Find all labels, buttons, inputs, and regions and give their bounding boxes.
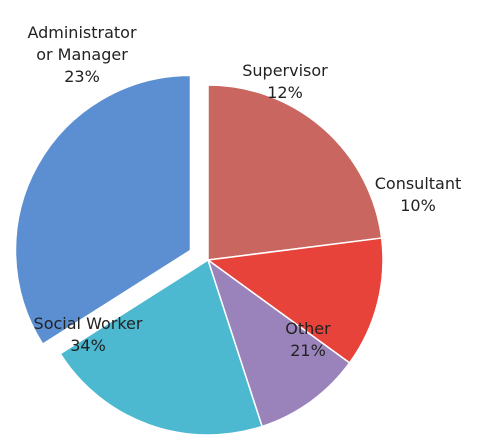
value-label: 10% — [400, 196, 436, 215]
slice-label: Consultant 10% — [358, 173, 477, 217]
category: Administrator or Manager — [27, 23, 137, 64]
pie-slice — [206, 237, 384, 364]
pie-slice — [207, 84, 383, 261]
category: Other — [285, 319, 331, 338]
slice-label: Other 21% — [268, 318, 348, 362]
pie-slice — [59, 258, 264, 436]
value-label: 34% — [70, 336, 106, 355]
value-label: 21% — [290, 341, 326, 360]
value-label: 23% — [64, 67, 100, 86]
pie-slice — [206, 258, 351, 428]
slice-label: Social Worker 34% — [18, 313, 158, 357]
slice-label: Supervisor 12% — [230, 60, 340, 104]
category: Supervisor — [242, 61, 328, 80]
value-label: 12% — [267, 83, 303, 102]
slice-label: Administrator or Manager 23% — [17, 22, 147, 88]
pie-slice — [14, 74, 192, 346]
category: Social Worker — [33, 314, 143, 333]
category: Consultant — [374, 174, 462, 193]
